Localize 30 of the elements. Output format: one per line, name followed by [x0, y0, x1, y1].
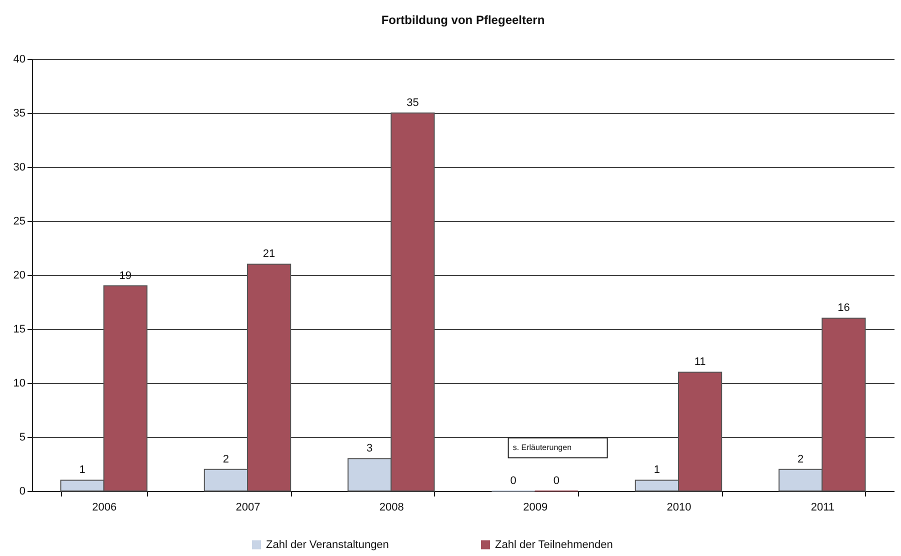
legend-label: Zahl der Teilnehmenden — [495, 538, 613, 551]
data-label: 2 — [222, 453, 230, 466]
data-label: 2 — [798, 453, 804, 466]
y-tick-label: 40 — [13, 54, 26, 66]
legend-label: Zahl der Veranstaltungen — [266, 538, 389, 551]
x-tick-label: 2006 — [92, 502, 117, 514]
data-label: 1 — [79, 464, 86, 476]
annotation: s. Erläuterungen — [512, 442, 572, 452]
y-tick-label: 20 — [13, 270, 26, 282]
y-tick-label: 35 — [13, 108, 26, 120]
data-label: 3 — [366, 442, 373, 455]
x-tick-label: 2007 — [236, 502, 260, 514]
data-label: 21 — [262, 248, 276, 260]
x-tick-label: 2008 — [379, 502, 404, 514]
y-tick-label: 25 — [13, 216, 26, 228]
y-tick-label: 0 — [19, 486, 26, 498]
data-label: 1 — [654, 464, 660, 476]
y-tick-label: 30 — [13, 162, 26, 174]
x-tick-label: 2010 — [666, 502, 692, 514]
y-tick-label: 5 — [19, 432, 26, 444]
data-label: 35 — [406, 97, 419, 109]
data-label: 16 — [838, 302, 850, 314]
y-tick-label: 15 — [13, 324, 26, 336]
data-label: 11 — [694, 356, 706, 368]
x-tick-label: 2011 — [810, 502, 834, 514]
data-label: 0 — [553, 475, 560, 487]
x-tick-label: 2009 — [523, 502, 548, 514]
chart-title: Fortbildung von Pflegeeltern — [381, 13, 545, 27]
y-tick-label: 10 — [13, 378, 26, 390]
data-label: 0 — [510, 475, 516, 487]
